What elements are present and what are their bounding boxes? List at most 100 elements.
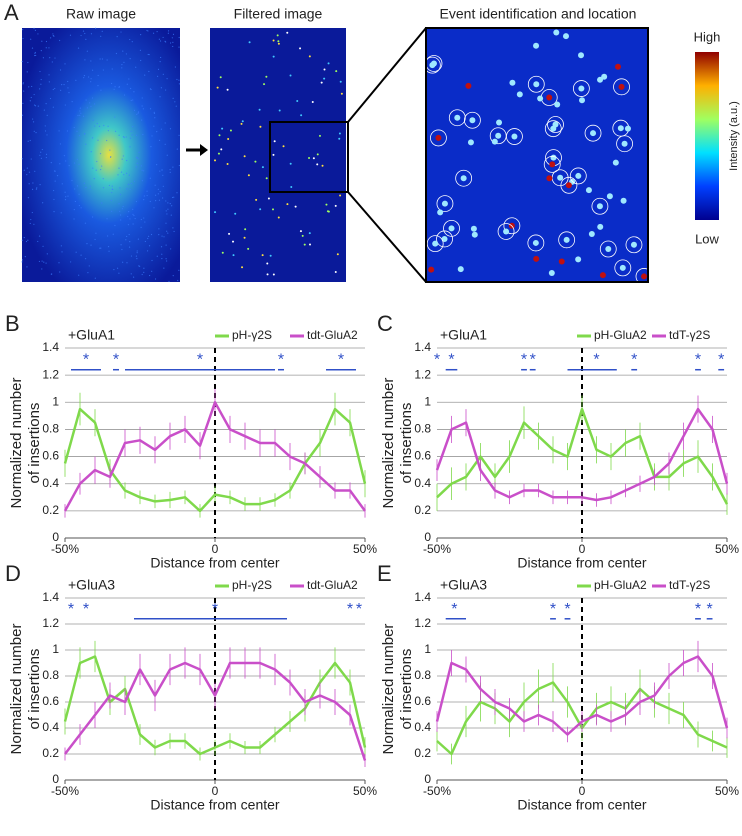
speckle xyxy=(120,31,122,33)
speckle xyxy=(122,50,124,52)
speckle xyxy=(38,235,41,237)
speckle xyxy=(266,273,269,276)
speckle xyxy=(178,46,180,48)
event-ring xyxy=(544,120,562,138)
speckle xyxy=(149,177,151,179)
speckle xyxy=(60,89,62,91)
speckle xyxy=(60,245,62,247)
speckle xyxy=(22,102,24,104)
speckle xyxy=(255,198,258,201)
speckle xyxy=(107,235,109,237)
event-ring xyxy=(569,167,587,185)
speckle xyxy=(31,188,34,190)
speckle xyxy=(90,78,92,80)
speckle xyxy=(134,217,136,220)
y-tick-label: 0.8 xyxy=(414,422,431,436)
speckle xyxy=(141,180,143,182)
subtitle: +GluA1 xyxy=(440,327,487,343)
speckle xyxy=(45,156,47,159)
speckle xyxy=(267,197,270,200)
speckle xyxy=(40,50,42,52)
speckle xyxy=(146,190,148,192)
speckle xyxy=(91,216,94,218)
speckle xyxy=(54,87,56,90)
speckle xyxy=(90,81,92,83)
speckle xyxy=(166,154,168,156)
speckle xyxy=(127,215,129,218)
speckle xyxy=(141,105,143,107)
speckle xyxy=(86,107,88,109)
speckle xyxy=(129,218,131,220)
speckle xyxy=(172,227,174,229)
zoom-line xyxy=(347,27,427,123)
event xyxy=(546,94,553,101)
speckle xyxy=(30,38,32,40)
speckle xyxy=(272,273,275,276)
speckle xyxy=(254,160,257,163)
speckle xyxy=(153,111,155,113)
event xyxy=(557,174,564,181)
y-tick-label: 0 xyxy=(424,772,431,786)
significance-star: * xyxy=(631,351,637,368)
speckle xyxy=(67,87,69,89)
speckle xyxy=(114,224,116,227)
event xyxy=(578,85,585,92)
speckle xyxy=(97,84,99,87)
speckle xyxy=(176,148,178,150)
speckle xyxy=(144,240,146,243)
speckle xyxy=(167,32,169,34)
event xyxy=(546,175,553,182)
speckle xyxy=(102,187,105,189)
speckle xyxy=(216,86,219,89)
event-ring xyxy=(558,231,576,249)
speckle xyxy=(50,37,52,39)
series-line xyxy=(436,407,729,505)
speckle xyxy=(30,218,32,221)
speckle xyxy=(84,222,87,224)
speckle xyxy=(300,114,303,117)
speckle xyxy=(117,174,119,176)
speckle xyxy=(114,86,116,88)
y-tick-label: 0.2 xyxy=(414,746,431,760)
significance-star: * xyxy=(718,351,724,368)
speckle xyxy=(247,174,250,177)
speckle xyxy=(48,74,50,76)
speckle xyxy=(93,178,95,180)
significance-star: * xyxy=(550,601,556,618)
panel-label: E xyxy=(377,561,392,586)
speckle xyxy=(140,34,142,36)
speckle xyxy=(142,108,144,110)
speckle xyxy=(165,222,167,224)
speckle xyxy=(37,240,39,243)
x-tick-label: 50% xyxy=(715,784,739,798)
speckle xyxy=(54,180,56,182)
speckle xyxy=(52,33,54,35)
speckle xyxy=(114,116,116,118)
significance-star: * xyxy=(83,601,89,618)
speckle xyxy=(132,99,134,101)
speckle xyxy=(64,63,66,65)
speckle xyxy=(121,248,123,251)
speckle xyxy=(30,158,32,160)
speckle xyxy=(68,92,70,94)
speckle xyxy=(100,35,102,37)
legend-label: tdt-GluA2 xyxy=(307,328,358,342)
speckle xyxy=(286,203,289,206)
speckle xyxy=(100,247,102,249)
x-axis-title: Distance from center xyxy=(517,797,646,813)
speckle xyxy=(26,174,28,176)
speckle xyxy=(108,250,110,252)
speckle xyxy=(34,105,37,107)
speckle xyxy=(159,170,161,172)
speckle xyxy=(70,261,72,263)
y-tick-label: 1 xyxy=(424,394,431,408)
speckle xyxy=(121,64,123,66)
significance-star: * xyxy=(278,351,284,368)
speckle xyxy=(133,214,135,217)
speckle xyxy=(122,205,124,208)
speckle xyxy=(58,130,60,132)
speckle xyxy=(52,88,54,91)
speckle xyxy=(170,214,172,216)
speckle xyxy=(172,45,174,48)
speckle xyxy=(84,258,87,260)
